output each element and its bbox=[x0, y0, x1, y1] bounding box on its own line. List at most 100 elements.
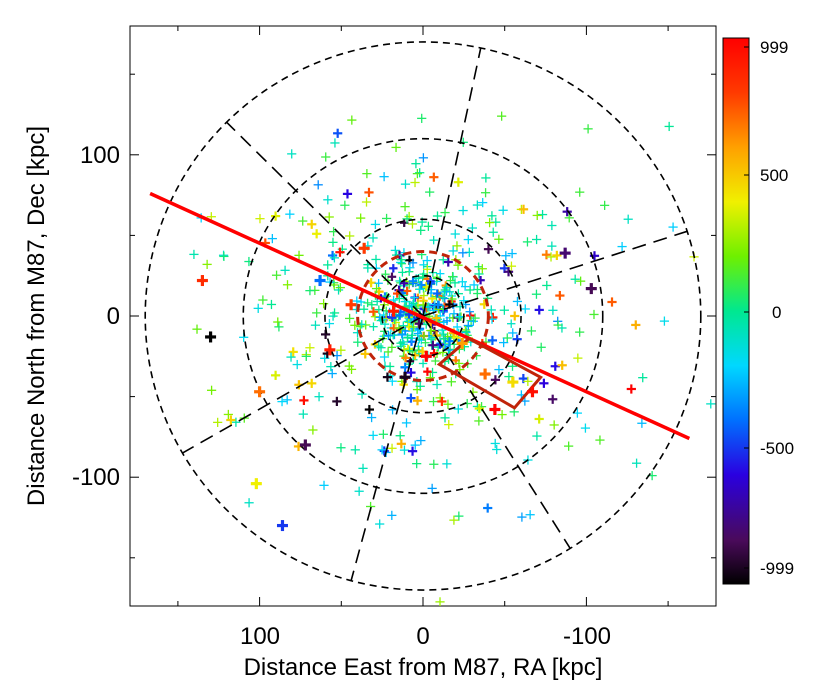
data-point bbox=[419, 260, 428, 270]
data-point bbox=[271, 370, 281, 380]
data-point bbox=[307, 219, 317, 229]
data-point bbox=[426, 279, 436, 288]
data-point bbox=[573, 353, 583, 363]
data-point bbox=[401, 418, 412, 428]
data-point bbox=[374, 341, 384, 351]
data-point bbox=[363, 298, 372, 308]
data-point bbox=[452, 241, 462, 251]
data-point bbox=[626, 384, 636, 394]
data-point bbox=[548, 394, 558, 404]
highlighted-point bbox=[276, 520, 288, 532]
data-point bbox=[354, 486, 364, 496]
data-point bbox=[376, 343, 386, 353]
data-point bbox=[398, 268, 407, 277]
data-point bbox=[497, 111, 507, 121]
data-point bbox=[504, 371, 514, 382]
data-point bbox=[223, 409, 233, 420]
data-point bbox=[421, 338, 430, 347]
data-point bbox=[477, 264, 487, 274]
data-point bbox=[387, 510, 397, 520]
data-point bbox=[431, 356, 440, 366]
data-point bbox=[428, 340, 438, 350]
data-point bbox=[395, 294, 404, 303]
data-point bbox=[454, 511, 464, 521]
data-point bbox=[492, 444, 502, 455]
highlighted-point bbox=[250, 478, 262, 490]
highlighted-point bbox=[456, 337, 468, 349]
sector-line bbox=[182, 315, 424, 454]
data-point bbox=[461, 327, 471, 336]
data-point bbox=[664, 121, 674, 132]
data-point bbox=[623, 214, 633, 224]
data-point bbox=[292, 359, 302, 370]
data-point bbox=[305, 343, 315, 353]
data-point bbox=[298, 216, 308, 226]
data-point bbox=[547, 241, 557, 251]
data-point bbox=[192, 324, 202, 334]
highlighted-point bbox=[399, 371, 411, 383]
data-point bbox=[549, 420, 559, 430]
data-point bbox=[617, 241, 627, 252]
data-point bbox=[280, 265, 290, 275]
data-point bbox=[638, 373, 648, 383]
data-point bbox=[406, 393, 416, 403]
data-point bbox=[415, 168, 425, 178]
data-point bbox=[360, 349, 370, 359]
data-point bbox=[350, 320, 360, 330]
data-point bbox=[539, 378, 549, 388]
data-point bbox=[363, 263, 373, 273]
data-point bbox=[474, 416, 484, 426]
data-point bbox=[443, 399, 453, 409]
data-point bbox=[319, 299, 329, 309]
data-point bbox=[444, 336, 455, 346]
data-point bbox=[432, 211, 443, 221]
data-point bbox=[452, 322, 462, 332]
data-point bbox=[423, 265, 432, 274]
data-point bbox=[206, 385, 217, 395]
data-point bbox=[444, 420, 454, 430]
data-point bbox=[383, 347, 393, 357]
highlighted-point bbox=[507, 376, 519, 388]
data-point bbox=[367, 412, 377, 423]
data-point bbox=[412, 169, 422, 179]
data-point bbox=[445, 345, 455, 354]
data-point bbox=[368, 233, 378, 243]
highlighted-point bbox=[314, 275, 326, 287]
data-point bbox=[537, 209, 548, 220]
data-point bbox=[391, 142, 401, 153]
highlighted-point bbox=[388, 305, 400, 317]
data-point bbox=[452, 333, 461, 342]
data-point bbox=[428, 396, 439, 407]
data-point bbox=[547, 220, 557, 231]
data-point bbox=[258, 295, 268, 305]
data-point bbox=[312, 308, 322, 318]
data-point bbox=[399, 321, 408, 330]
distance-circle bbox=[242, 137, 604, 495]
data-point bbox=[324, 318, 335, 329]
data-point bbox=[532, 210, 542, 221]
data-point bbox=[425, 187, 435, 197]
colorbar-tick-label: -500 bbox=[760, 439, 794, 458]
highlighted-point bbox=[526, 386, 538, 398]
data-point bbox=[286, 352, 296, 362]
data-point bbox=[470, 313, 480, 323]
sector-line bbox=[226, 121, 424, 317]
data-point bbox=[498, 205, 508, 215]
data-point bbox=[287, 149, 297, 159]
data-point bbox=[548, 305, 558, 315]
data-point bbox=[409, 322, 418, 332]
data-point bbox=[403, 333, 412, 343]
data-point bbox=[501, 251, 511, 261]
data-point bbox=[417, 113, 427, 123]
data-point bbox=[631, 458, 642, 468]
data-point bbox=[410, 293, 419, 302]
data-point bbox=[367, 300, 377, 310]
data-point bbox=[374, 279, 383, 288]
data-point bbox=[253, 303, 263, 313]
data-point bbox=[407, 446, 418, 456]
data-point bbox=[555, 290, 565, 301]
data-point bbox=[580, 423, 591, 433]
data-point bbox=[434, 300, 443, 309]
data-point bbox=[335, 247, 345, 257]
data-point bbox=[412, 385, 422, 394]
